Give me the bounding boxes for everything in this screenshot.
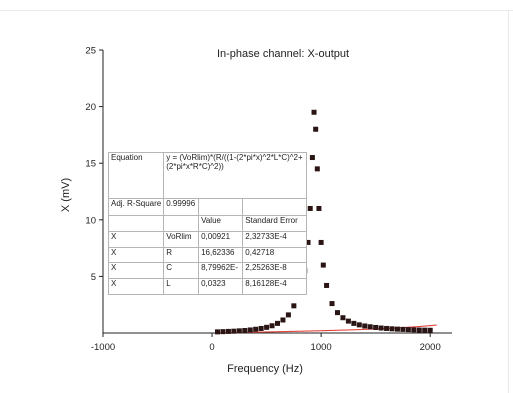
data-point	[356, 322, 362, 328]
y-tick-label: 5	[91, 272, 96, 283]
param-cell: VoRlim	[163, 230, 200, 248]
data-point	[314, 166, 320, 172]
data-point	[236, 328, 242, 334]
var-cell: X	[107, 246, 165, 264]
value-cell: 16,62336	[198, 246, 244, 264]
data-point	[411, 327, 417, 333]
adj-r-blank-cell-1	[198, 198, 244, 217]
adj-r-blank-cell-2	[242, 198, 307, 217]
axes	[102, 50, 452, 334]
adj-r-value-cell: 0.99996	[163, 198, 200, 217]
equation-label-cell: Equation	[107, 151, 165, 200]
data-point	[378, 325, 384, 331]
equation-row: Equation y = (VoRlim)*(R/((1-(2*pi*x)^2*…	[107, 151, 307, 200]
chart-title: In-phase channel: X-output	[217, 48, 349, 60]
x-tick-label: 2000	[420, 342, 441, 353]
x-tick-label: -1000	[91, 342, 115, 353]
tick-labels: -1000 0 1000 2000 5 10 15 20 25	[85, 46, 440, 354]
fit-curve	[218, 324, 437, 334]
data-point	[309, 155, 315, 161]
fit-parameter-table: Equation y = (VoRlim)*(R/((1-(2*pi*x)^2*…	[107, 151, 307, 295]
data-point	[394, 326, 400, 332]
data-point	[389, 326, 395, 332]
data-point	[215, 329, 221, 335]
data-point	[275, 320, 280, 326]
param-cell: R	[163, 246, 200, 264]
value-cell: 8,79962E-	[198, 262, 244, 280]
y-tick-label: 20	[85, 102, 96, 113]
data-point	[373, 324, 379, 330]
table-row: X C 8,79962E- 2,25263E-8	[107, 262, 307, 280]
error-cell: 0,42718	[242, 246, 307, 264]
y-tick-label: 25	[85, 46, 96, 57]
var-cell: X	[107, 230, 165, 248]
x-tick-label: 1000	[311, 342, 332, 353]
data-point	[291, 303, 297, 309]
y-tick-label: 10	[85, 215, 96, 226]
frame-right-border	[508, 10, 509, 393]
header-blank-cell-1	[107, 215, 165, 232]
table-row: X VoRlim 0,00921 2,32733E-4	[107, 230, 307, 248]
x-axis-label: Frequency (Hz)	[227, 363, 303, 375]
data-point	[351, 320, 357, 326]
y-tick-label: 15	[85, 159, 96, 170]
param-cell: L	[163, 278, 200, 295]
adj-r-row: Adj. R-Square 0.99996	[107, 198, 307, 217]
table-row: X L 0,0323 8,16128E-4	[107, 278, 307, 295]
data-point	[320, 262, 326, 268]
data-point	[311, 109, 317, 115]
param-cell: C	[163, 262, 200, 280]
ticks	[99, 49, 431, 337]
value-cell: 0,00921	[198, 230, 244, 248]
y-axis-label: X (mV)	[60, 178, 72, 212]
equation-cell: y = (VoRlim)*(R/((1-(2*pi*x)^2*L*C)^2+(2…	[163, 151, 307, 200]
var-cell: X	[107, 278, 165, 295]
data-point	[384, 325, 390, 331]
data-point	[329, 301, 335, 307]
error-cell: 2,32733E-4	[242, 230, 307, 248]
data-point	[362, 323, 368, 329]
value-header-cell: Value	[198, 215, 244, 232]
data-point	[253, 326, 259, 332]
table-header-row: Value Standard Error	[107, 215, 307, 232]
header-blank-cell-2	[163, 215, 200, 232]
error-header-cell: Standard Error	[242, 215, 307, 232]
data-point	[367, 324, 373, 330]
data-point	[231, 328, 237, 334]
data-point	[340, 315, 346, 321]
data-point	[264, 324, 270, 330]
value-cell: 0,0323	[198, 278, 244, 295]
data-point	[405, 327, 411, 333]
error-cell: 2,25263E-8	[242, 262, 307, 280]
data-point	[324, 282, 330, 288]
error-cell: 8,16128E-4	[242, 278, 307, 295]
data-point	[334, 310, 340, 316]
data-point	[307, 205, 313, 211]
data-point	[280, 317, 286, 323]
table-row: X R 16,62336 0,42718	[107, 246, 307, 264]
data-point	[416, 327, 422, 333]
data-point	[247, 327, 253, 333]
data-point	[427, 327, 433, 333]
data-point	[345, 318, 351, 324]
data-point	[220, 329, 226, 335]
data-point	[305, 239, 311, 245]
data-point	[400, 326, 406, 332]
var-cell: X	[107, 262, 165, 280]
data-point	[316, 205, 322, 211]
data-point	[318, 239, 324, 245]
data-point	[285, 312, 291, 318]
adj-r-label-cell: Adj. R-Square	[107, 198, 165, 217]
data-point	[422, 327, 428, 333]
data-point	[225, 328, 231, 334]
frame-top-border	[0, 10, 513, 11]
data-point	[258, 325, 264, 331]
x-tick-label: 0	[209, 342, 214, 353]
data-point	[313, 126, 319, 132]
data-point	[242, 328, 248, 334]
data-point	[269, 323, 275, 329]
